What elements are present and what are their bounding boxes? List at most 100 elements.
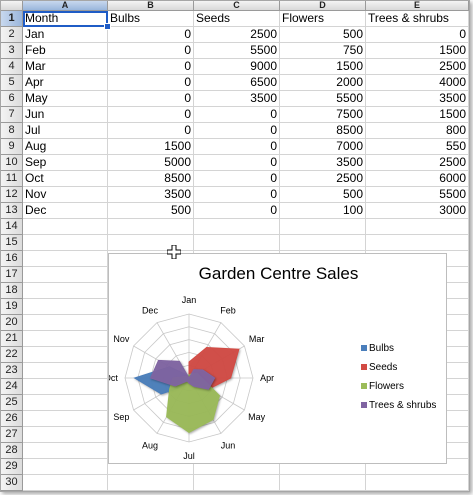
cell-d2[interactable]: 500 <box>280 27 366 43</box>
cell-b3[interactable]: 0 <box>108 43 194 59</box>
cell-a29[interactable] <box>23 459 108 475</box>
cell-b12[interactable]: 3500 <box>108 187 194 203</box>
cell-c6[interactable]: 3500 <box>194 91 280 107</box>
row-header-16[interactable]: 16 <box>1 251 23 267</box>
row-header-21[interactable]: 21 <box>1 331 23 347</box>
cell-d10[interactable]: 3500 <box>280 155 366 171</box>
cell-a13[interactable]: Dec <box>23 203 108 219</box>
cell-b6[interactable]: 0 <box>108 91 194 107</box>
cell-d15[interactable] <box>280 235 366 251</box>
column-header-e[interactable]: E <box>366 1 469 11</box>
row-header-23[interactable]: 23 <box>1 363 23 379</box>
cell-a18[interactable] <box>23 283 108 299</box>
row-header-19[interactable]: 19 <box>1 299 23 315</box>
cell-a16[interactable] <box>23 251 108 267</box>
fill-handle[interactable] <box>104 23 111 30</box>
cell-e6[interactable]: 3500 <box>366 91 469 107</box>
row-header-31[interactable]: 31 <box>1 491 23 492</box>
cell-e31[interactable] <box>366 491 469 492</box>
cell-a22[interactable] <box>23 347 108 363</box>
row-header-29[interactable]: 29 <box>1 459 23 475</box>
cell-a3[interactable]: Feb <box>23 43 108 59</box>
cell-a15[interactable] <box>23 235 108 251</box>
row-header-20[interactable]: 20 <box>1 315 23 331</box>
cell-a6[interactable]: May <box>23 91 108 107</box>
cell-e8[interactable]: 800 <box>366 123 469 139</box>
cell-e30[interactable] <box>366 475 469 491</box>
cell-c2[interactable]: 2500 <box>194 27 280 43</box>
cell-e4[interactable]: 2500 <box>366 59 469 75</box>
cell-d7[interactable]: 7500 <box>280 107 366 123</box>
row-header-11[interactable]: 11 <box>1 171 23 187</box>
cell-d11[interactable]: 2500 <box>280 171 366 187</box>
cell-a27[interactable] <box>23 427 108 443</box>
cell-d1[interactable]: Flowers <box>280 11 366 27</box>
cell-d14[interactable] <box>280 219 366 235</box>
cell-a19[interactable] <box>23 299 108 315</box>
row-header-2[interactable]: 2 <box>1 27 23 43</box>
cell-c10[interactable]: 0 <box>194 155 280 171</box>
cell-e3[interactable]: 1500 <box>366 43 469 59</box>
row-header-17[interactable]: 17 <box>1 267 23 283</box>
cell-e10[interactable]: 2500 <box>366 155 469 171</box>
cell-e9[interactable]: 550 <box>366 139 469 155</box>
row-header-9[interactable]: 9 <box>1 139 23 155</box>
cell-d30[interactable] <box>280 475 366 491</box>
cell-b2[interactable]: 0 <box>108 27 194 43</box>
cell-a1[interactable]: Month <box>23 11 108 27</box>
cell-d29[interactable] <box>280 459 366 475</box>
cell-e5[interactable]: 4000 <box>366 75 469 91</box>
cell-b9[interactable]: 1500 <box>108 139 194 155</box>
cell-d12[interactable]: 500 <box>280 187 366 203</box>
row-header-3[interactable]: 3 <box>1 43 23 59</box>
cell-a2[interactable]: Jan <box>23 27 108 43</box>
row-header-22[interactable]: 22 <box>1 347 23 363</box>
cell-b29[interactable] <box>108 459 194 475</box>
cell-a24[interactable] <box>23 379 108 395</box>
legend-item[interactable]: Bulbs <box>361 343 394 355</box>
cell-a20[interactable] <box>23 315 108 331</box>
cell-e29[interactable] <box>366 459 469 475</box>
row-header-30[interactable]: 30 <box>1 475 23 491</box>
cell-a28[interactable] <box>23 443 108 459</box>
cell-a17[interactable] <box>23 267 108 283</box>
cell-b13[interactable]: 500 <box>108 203 194 219</box>
cell-a8[interactable]: Jul <box>23 123 108 139</box>
cell-a25[interactable] <box>23 395 108 411</box>
cell-a7[interactable]: Jun <box>23 107 108 123</box>
cell-c29[interactable] <box>194 459 280 475</box>
column-header-d[interactable]: D <box>280 1 366 11</box>
cell-b31[interactable] <box>108 491 194 492</box>
legend-item[interactable]: Flowers <box>361 381 404 393</box>
cell-e11[interactable]: 6000 <box>366 171 469 187</box>
cell-c8[interactable]: 0 <box>194 123 280 139</box>
row-header-8[interactable]: 8 <box>1 123 23 139</box>
row-header-15[interactable]: 15 <box>1 235 23 251</box>
cell-c1[interactable]: Seeds <box>194 11 280 27</box>
cell-c5[interactable]: 6500 <box>194 75 280 91</box>
row-header-12[interactable]: 12 <box>1 187 23 203</box>
cell-e15[interactable] <box>366 235 469 251</box>
row-header-1[interactable]: 1 <box>1 11 23 27</box>
cell-e14[interactable] <box>366 219 469 235</box>
cell-e12[interactable]: 5500 <box>366 187 469 203</box>
cell-b1[interactable]: Bulbs <box>108 11 194 27</box>
cell-a26[interactable] <box>23 411 108 427</box>
cell-a31[interactable] <box>23 491 108 492</box>
cell-b15[interactable] <box>108 235 194 251</box>
cell-c3[interactable]: 5500 <box>194 43 280 59</box>
cell-c12[interactable]: 0 <box>194 187 280 203</box>
cell-d3[interactable]: 750 <box>280 43 366 59</box>
cell-c31[interactable] <box>194 491 280 492</box>
cell-c14[interactable] <box>194 219 280 235</box>
row-header-27[interactable]: 27 <box>1 427 23 443</box>
radar-series-trees-shrubs[interactable] <box>149 359 216 390</box>
cell-c11[interactable]: 0 <box>194 171 280 187</box>
row-header-26[interactable]: 26 <box>1 411 23 427</box>
cell-a30[interactable] <box>23 475 108 491</box>
cell-b8[interactable]: 0 <box>108 123 194 139</box>
cell-a23[interactable] <box>23 363 108 379</box>
cell-a5[interactable]: Apr <box>23 75 108 91</box>
select-all-corner[interactable] <box>1 1 23 11</box>
cell-d31[interactable] <box>280 491 366 492</box>
